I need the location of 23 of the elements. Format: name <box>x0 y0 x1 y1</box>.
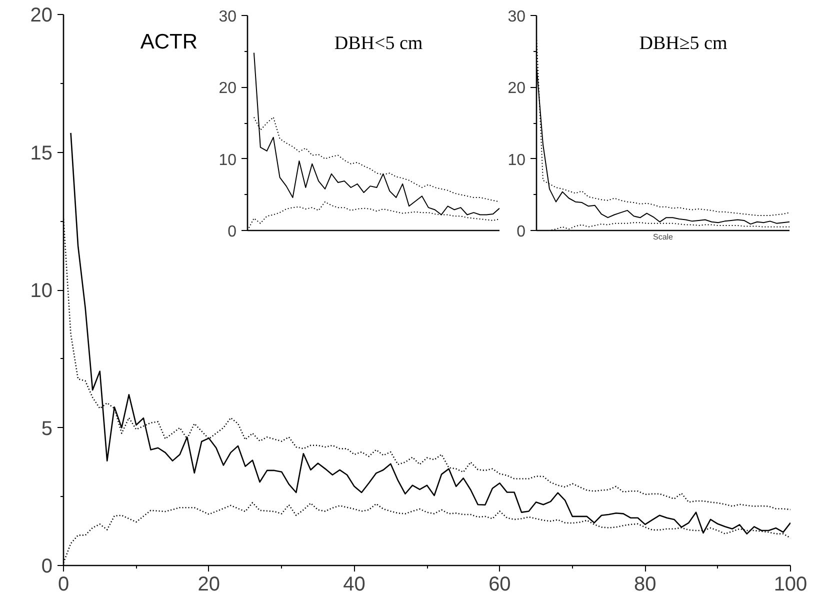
x-tick-label: 100 <box>774 574 808 596</box>
y-tick-label: 20 <box>30 4 53 26</box>
y-tick-label: 20 <box>218 80 237 98</box>
text: DBH≥5 cm <box>639 32 728 54</box>
y-tick-label: 0 <box>41 556 52 578</box>
text: DBH<5 cm <box>334 32 423 54</box>
x-tick-label: 20 <box>198 574 220 596</box>
x-tick-label: 0 <box>58 574 70 596</box>
y-tick-label: 10 <box>30 280 53 302</box>
x-tick-label: 80 <box>634 574 656 596</box>
y-tick-label: 15 <box>30 142 53 164</box>
x-axis-title: Scale <box>652 232 674 242</box>
y-tick-label: 5 <box>41 418 52 440</box>
x-tick-label: 60 <box>488 574 511 596</box>
y-tick-label: 30 <box>508 8 526 26</box>
y-tick-label: 10 <box>508 152 526 169</box>
y-tick-label: 20 <box>508 80 526 98</box>
y-tick-label: 30 <box>218 8 237 26</box>
text: ACTR <box>140 30 198 54</box>
x-tick-label: 40 <box>343 574 366 596</box>
y-tick-label: 0 <box>228 224 237 240</box>
y-tick-label: 10 <box>218 152 237 169</box>
y-tick-label: 0 <box>516 224 526 240</box>
